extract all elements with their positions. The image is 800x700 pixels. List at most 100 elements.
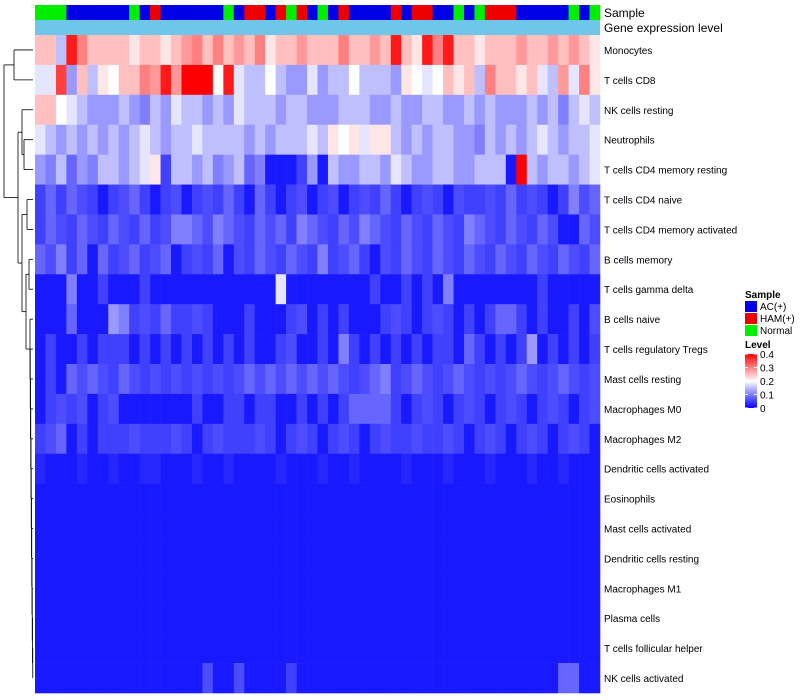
heatmap-cell	[327, 244, 339, 275]
heatmap-cell	[286, 633, 297, 664]
heatmap-cell	[108, 483, 120, 514]
heatmap-cell	[244, 543, 256, 574]
heatmap-cell	[118, 244, 130, 275]
heatmap-cell	[505, 423, 517, 455]
heatmap-cell	[526, 633, 538, 664]
heatmap-cell	[118, 334, 130, 365]
heatmap-cell	[35, 304, 46, 335]
heatmap-cell	[76, 214, 88, 245]
heatmap-cell	[139, 573, 151, 604]
heatmap-cell	[369, 543, 381, 574]
heatmap-cell	[35, 64, 46, 96]
sample-annotation-cell	[359, 5, 371, 20]
heatmap-cell	[411, 633, 423, 664]
heatmap-cell	[422, 154, 433, 185]
heatmap-cell	[453, 35, 465, 66]
heatmap-cell	[139, 423, 151, 455]
heatmap-cell	[244, 154, 256, 185]
heatmap-cell	[160, 543, 172, 574]
heatmap-cell	[474, 94, 486, 126]
heatmap-cell	[579, 304, 590, 335]
heatmap-cell	[401, 334, 412, 365]
row-label: Plasma cells	[604, 614, 660, 625]
heatmap-cell	[495, 543, 507, 574]
heatmap-cell	[422, 214, 433, 245]
heatmap-cell	[568, 124, 580, 155]
heatmap-cell	[338, 244, 350, 275]
heatmap-cell	[422, 334, 433, 365]
heatmap-cell	[202, 274, 214, 305]
heatmap-cells	[35, 35, 601, 694]
heatmap-cell	[401, 64, 412, 96]
heatmap-cell	[296, 304, 308, 335]
heatmap-cell	[369, 94, 381, 126]
heatmap-cell	[191, 154, 203, 185]
sample-annotation-cell	[150, 5, 161, 20]
heatmap-cell	[495, 573, 507, 604]
heatmap-cell	[286, 124, 297, 155]
heatmap-cell	[432, 543, 444, 574]
heatmap-cell	[244, 35, 256, 66]
heatmap-cell	[76, 184, 88, 215]
heatmap-cell	[150, 513, 161, 544]
heatmap-cell	[97, 94, 109, 126]
heatmap-cell	[380, 423, 392, 455]
heatmap-cell	[453, 304, 465, 335]
heatmap-cell	[327, 423, 339, 455]
heatmap-cell	[223, 573, 235, 604]
heatmap-cell	[432, 364, 444, 395]
heatmap-cell	[265, 573, 276, 604]
heatmap-cell	[212, 453, 224, 484]
heatmap-cell	[45, 214, 57, 245]
heatmap-cell	[244, 633, 256, 664]
heatmap-cell	[35, 543, 46, 574]
heatmap-cell	[359, 483, 371, 514]
heatmap-cell	[223, 35, 235, 66]
heatmap-cell	[526, 573, 538, 604]
heatmap-cell	[275, 633, 287, 664]
heatmap-cell	[369, 64, 381, 96]
heatmap-cell	[484, 543, 496, 574]
heatmap-cell	[390, 304, 402, 335]
heatmap-cell	[191, 453, 203, 484]
heatmap-cell	[212, 184, 224, 215]
heatmap-cell	[474, 214, 486, 245]
heatmap-cell	[160, 393, 172, 425]
row-dendrogram	[3, 49, 34, 679]
heatmap-cell	[296, 483, 308, 514]
heatmap-cell	[474, 184, 486, 215]
heatmap-cell	[589, 423, 601, 455]
heatmap-cell	[516, 334, 528, 365]
row-label: Macrophages M0	[604, 405, 682, 416]
heatmap-cell	[568, 94, 580, 126]
heatmap-cell	[317, 304, 329, 335]
heatmap-cell	[66, 483, 78, 514]
heatmap-cell	[160, 663, 172, 694]
heatmap-cell	[181, 244, 193, 275]
heatmap-cell	[55, 633, 67, 664]
heatmap-cell	[516, 423, 528, 455]
heatmap-cell	[76, 64, 88, 96]
heatmap-cell	[233, 663, 245, 694]
heatmap-cell	[443, 214, 454, 245]
heatmap-cell	[97, 543, 109, 574]
heatmap-cell	[45, 94, 57, 126]
heatmap-cell	[411, 513, 423, 544]
heatmap-cell	[348, 393, 360, 425]
heatmap-cell	[327, 663, 339, 694]
heatmap-cell	[254, 663, 266, 694]
sample-annotation-cell	[327, 5, 339, 20]
heatmap-cell	[359, 573, 371, 604]
heatmap-cell	[359, 154, 371, 185]
heatmap-cell	[547, 453, 559, 484]
heatmap-cell	[202, 35, 214, 66]
heatmap-cell	[380, 184, 392, 215]
heatmap-cell	[108, 543, 120, 574]
heatmap-cell	[474, 633, 486, 664]
heatmap-cell	[254, 214, 266, 245]
heatmap-cell	[139, 453, 151, 484]
sample-annotation-cell	[97, 5, 109, 20]
heatmap-cell	[55, 154, 67, 185]
sample-annotation-cell	[108, 5, 120, 20]
heatmap-cell	[171, 184, 182, 215]
